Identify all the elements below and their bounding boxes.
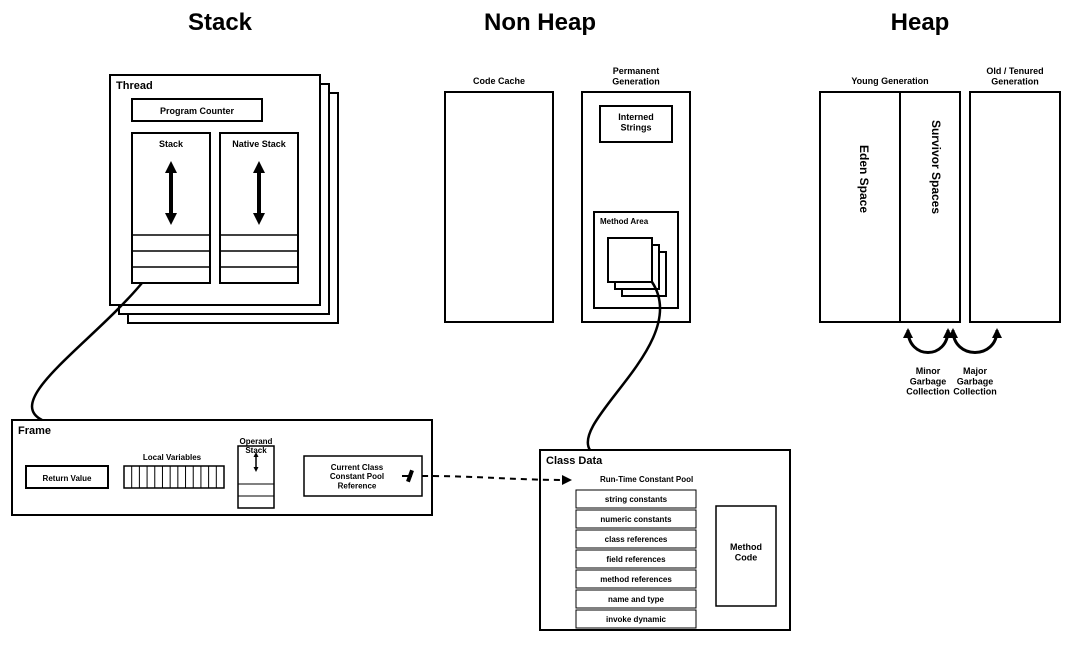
svg-text:string constants: string constants: [605, 495, 668, 504]
svg-text:Code Cache: Code Cache: [473, 76, 525, 86]
svg-text:Non Heap: Non Heap: [484, 9, 596, 36]
svg-text:method references: method references: [600, 575, 672, 584]
svg-text:invoke dynamic: invoke dynamic: [606, 615, 667, 624]
svg-text:Program Counter: Program Counter: [160, 106, 235, 116]
svg-text:Stack: Stack: [188, 9, 253, 36]
svg-text:field references: field references: [606, 555, 666, 564]
svg-text:MajorGarbageCollection: MajorGarbageCollection: [953, 366, 997, 397]
svg-text:Eden Space: Eden Space: [857, 145, 871, 213]
svg-text:Method Area: Method Area: [600, 217, 649, 226]
svg-text:Class Data: Class Data: [546, 455, 603, 467]
svg-text:Young Generation: Young Generation: [851, 76, 928, 86]
svg-text:name and type: name and type: [608, 595, 665, 604]
svg-text:class references: class references: [605, 535, 668, 544]
svg-text:Heap: Heap: [891, 9, 950, 36]
svg-text:MethodCode: MethodCode: [730, 542, 762, 562]
svg-text:Survivor Spaces: Survivor Spaces: [929, 120, 943, 214]
svg-text:Thread: Thread: [116, 80, 153, 92]
svg-text:Old / TenuredGeneration: Old / TenuredGeneration: [986, 66, 1043, 86]
svg-text:Run-Time Constant Pool: Run-Time Constant Pool: [600, 475, 693, 484]
svg-text:Frame: Frame: [18, 425, 51, 437]
svg-text:InternedStrings: InternedStrings: [618, 112, 654, 132]
svg-text:Local Variables: Local Variables: [143, 453, 202, 462]
svg-text:Return Value: Return Value: [43, 474, 92, 483]
svg-text:Native Stack: Native Stack: [232, 139, 287, 149]
svg-text:Current ClassConstant PoolRefe: Current ClassConstant PoolReference: [330, 463, 384, 490]
svg-text:PermanentGeneration: PermanentGeneration: [612, 66, 660, 86]
svg-text:Stack: Stack: [159, 139, 184, 149]
svg-text:MinorGarbageCollection: MinorGarbageCollection: [906, 366, 950, 397]
svg-text:numeric constants: numeric constants: [600, 515, 672, 524]
